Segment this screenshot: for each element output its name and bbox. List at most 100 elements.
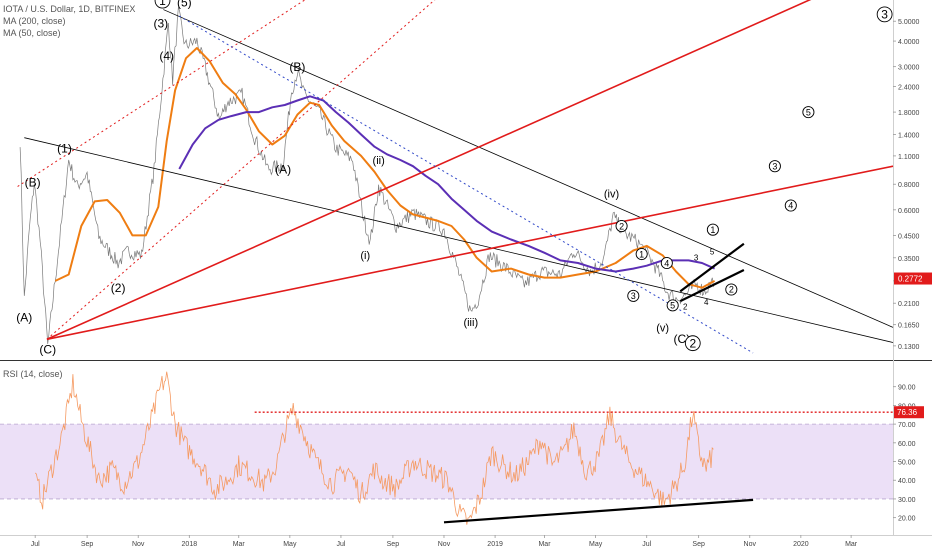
time-tick-label-17: Mar — [845, 541, 858, 548]
time-tick-label-15: Nov — [744, 541, 757, 548]
wave-label-25: 4 — [704, 298, 709, 307]
time-tick-label-6: May — [283, 541, 297, 548]
price-tick-label-15: 0.1300 — [898, 344, 920, 351]
rsi-tick-label-6: 70.00 — [898, 422, 916, 429]
time-tick-label-12: May — [589, 541, 603, 548]
price-tick-label-3: 3.0000 — [898, 65, 920, 72]
wave-circle-29 — [725, 283, 738, 296]
wave-label-33: 3 — [881, 8, 888, 22]
time-tick-label-4: 2018 — [182, 541, 198, 548]
price-tick-label-10: 0.4500 — [898, 233, 920, 240]
wave-label-32: 5 — [806, 107, 811, 117]
rsi-tick-label-3: 40.00 — [898, 478, 916, 485]
rsi-tick-label-4: 50.00 — [898, 460, 916, 467]
trendline-7 — [179, 15, 754, 354]
wave-circle-18 — [684, 335, 701, 352]
rsi-legend: RSI (14, close) — [3, 368, 63, 380]
wave-label-24: 2 — [683, 303, 688, 312]
time-tick-label-10: 2019 — [487, 541, 503, 548]
wave-label-5: (2) — [111, 281, 126, 295]
wave-circle-32 — [802, 106, 815, 119]
rsi-support-line — [443, 498, 754, 524]
wave-label-22: 4 — [664, 258, 669, 268]
wave-label-29: 2 — [729, 285, 734, 295]
wave-label-28: 1 — [710, 225, 715, 235]
price-tick-label-6: 1.4000 — [898, 132, 920, 139]
time-tick-label-5: Mar — [233, 541, 246, 548]
price-tick-label-9: 0.6000 — [898, 208, 920, 215]
wave-circle-33 — [876, 6, 893, 23]
wave-label-23: 5 — [670, 301, 675, 311]
price-tick-label-8: 0.8000 — [898, 182, 920, 189]
wave-circle-23 — [666, 299, 679, 312]
price-tick-label-13: 0.2100 — [898, 301, 920, 308]
wave-label-20: 2 — [619, 221, 624, 231]
wave-label-9: 1 — [159, 0, 166, 8]
wave-label-16: (v) — [656, 322, 669, 334]
price-tick-label-5: 1.8000 — [898, 110, 920, 117]
wave-label-26: 3 — [694, 254, 699, 263]
trendline-4 — [46, 0, 812, 341]
wave-label-21: 3 — [631, 291, 636, 301]
wave-circle-20 — [615, 220, 628, 233]
time-tick-label-1: Jul — [31, 541, 40, 548]
wave-circle-19 — [635, 248, 648, 261]
rsi-series — [34, 371, 714, 525]
trendline-6 — [46, 0, 436, 340]
wave-label-6: (3) — [154, 16, 169, 30]
rsi-max-label: 76.36 — [897, 408, 918, 417]
trendline-1 — [24, 137, 894, 343]
wave-label-30: 3 — [772, 161, 777, 171]
time-tick-label-2: Sep — [81, 541, 94, 548]
wave-label-13: (i) — [360, 250, 370, 262]
main-legend: IOTA / U.S. Dollar, 1D, BITFINEX MA (200… — [3, 3, 135, 39]
last-price-label: 0.2772 — [898, 275, 923, 284]
time-tick-label-9: Nov — [438, 541, 451, 548]
rsi-tick-label-5: 60.00 — [898, 441, 916, 448]
time-tick-label-16: 2020 — [793, 541, 809, 548]
rsi-title: RSI (14, close) — [3, 369, 63, 379]
wave-label-27: 5 — [710, 248, 715, 257]
price-tick-label-7: 1.1000 — [898, 154, 920, 161]
last-price-badge — [894, 272, 932, 285]
price-tick-label-1: 5.0000 — [898, 19, 920, 26]
wave-label-8: (5) — [177, 0, 192, 9]
chart-title: IOTA / U.S. Dollar, 1D, BITFINEX — [3, 4, 136, 14]
time-tick-label-11: Mar — [538, 541, 551, 548]
time-tick-label-14: Sep — [692, 541, 705, 548]
wave-circle-30 — [768, 160, 781, 173]
time-tick-label-8: Sep — [387, 541, 400, 548]
rsi-tick-label-1: 20.00 — [898, 516, 916, 523]
wave-label-7: (4) — [159, 49, 174, 63]
trendline-5 — [17, 0, 306, 187]
trendline-8 — [679, 242, 745, 293]
wave-label-19: 1 — [639, 249, 644, 259]
price-tick-label-14: 0.1650 — [898, 323, 920, 330]
wave-label-2: (B) — [25, 175, 41, 189]
wave-circle-22 — [660, 256, 673, 270]
price-tick-label-11: 0.3500 — [898, 256, 920, 263]
rsi-tick-label-8: 90.00 — [898, 385, 916, 392]
wave-label-15: (iv) — [604, 189, 619, 201]
trendline-2 — [163, 9, 894, 328]
trendline-3 — [46, 165, 894, 341]
rsi-band — [0, 424, 893, 499]
price-tick-label-4: 2.4000 — [898, 85, 920, 92]
wave-label-18: 2 — [689, 337, 696, 351]
wave-label-1: (A) — [16, 310, 32, 324]
wave-label-3: (C) — [39, 343, 56, 357]
ma50-legend: MA (50, close) — [3, 28, 61, 38]
wave-label-4: (1) — [57, 141, 72, 155]
price-tick-label-2: 4.0000 — [898, 39, 920, 46]
trendline-9 — [679, 269, 745, 303]
wave-circle-21 — [627, 289, 640, 302]
time-tick-label-3: Nov — [132, 541, 145, 548]
wave-circle-9 — [154, 0, 171, 9]
time-tick-label-13: Jul — [642, 541, 651, 548]
wave-circle-28 — [706, 223, 719, 236]
rsi-max-badge — [894, 406, 924, 419]
wave-label-31: 4 — [788, 201, 793, 211]
wave-label-12: (ii) — [373, 155, 385, 167]
wave-label-11: (A) — [275, 162, 291, 176]
